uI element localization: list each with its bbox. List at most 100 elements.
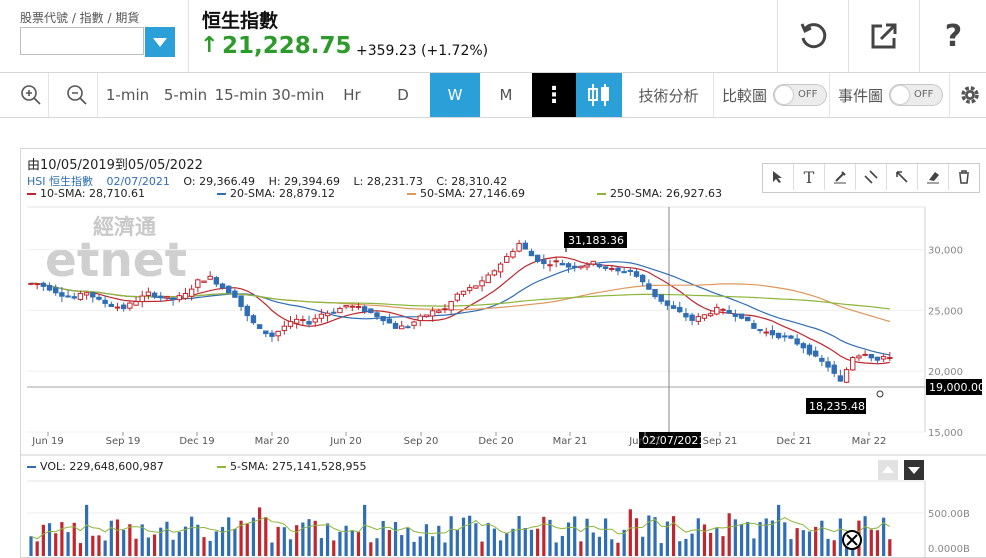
refresh-button[interactable]	[777, 0, 848, 72]
interval-month[interactable]: M	[499, 86, 513, 104]
candle-body	[300, 319, 306, 322]
volume-bar	[307, 519, 311, 556]
candle-body	[479, 280, 485, 287]
candle-body	[250, 315, 257, 324]
volume-bar	[264, 517, 268, 556]
interval-1min[interactable]: 1-min	[105, 86, 150, 104]
vol-legend-item: VOL: 229,648,600,987	[27, 460, 164, 473]
volume-bar	[375, 538, 379, 556]
candle-body	[133, 301, 139, 306]
open-new-window-button[interactable]	[848, 0, 919, 72]
volume-bar	[276, 526, 280, 556]
symbol-input[interactable]	[20, 27, 144, 55]
volume-bar	[47, 523, 52, 556]
candle-body	[559, 262, 566, 266]
eraser-icon	[927, 172, 939, 184]
sma250-legend: 250-SMA: 26,927.63	[597, 187, 722, 200]
volume-expand-button[interactable]	[878, 460, 898, 480]
volume-bar	[647, 515, 651, 556]
technical-analysis-button[interactable]: 技術分析	[624, 73, 714, 117]
volume-collapse-button[interactable]	[904, 460, 924, 480]
volume-bar	[523, 527, 527, 556]
x-tick-label: Mar 20	[255, 436, 290, 447]
event-chart-control[interactable]: 事件圖 OFF	[832, 73, 950, 117]
volume-bar	[128, 524, 132, 556]
text-tool[interactable]: T	[793, 164, 824, 190]
compare-chart-control[interactable]: 比較圖 OFF	[716, 73, 830, 117]
candle-body	[53, 287, 59, 294]
candle-body	[806, 344, 813, 355]
interval-15min[interactable]: 15-min	[214, 86, 268, 104]
volume-bar	[60, 522, 64, 556]
candle-body	[646, 283, 652, 290]
volume-bar	[820, 520, 824, 556]
readout-date: 02/07/2021	[106, 175, 170, 188]
interval-day[interactable]: D	[397, 86, 409, 104]
candle-body	[380, 315, 386, 322]
volume-bar	[313, 520, 317, 556]
candle-body	[794, 338, 800, 345]
zoom-in-button[interactable]	[13, 73, 49, 117]
volume-bar	[29, 536, 33, 556]
settings-button[interactable]	[954, 73, 986, 117]
candle-body	[819, 357, 825, 362]
volume-bar	[418, 536, 422, 556]
sma50-legend: 50-SMA: 27,146.69	[407, 187, 525, 200]
candle-body	[707, 313, 714, 317]
candle-body	[423, 314, 430, 318]
y-tick-label: 15,000	[928, 428, 963, 439]
candle-body	[689, 314, 695, 321]
interval-30min[interactable]: 30-min	[271, 86, 325, 104]
sma10-legend: 10-SMA: 28,710.61	[27, 187, 145, 200]
candle-body	[71, 296, 77, 299]
eraser-tool[interactable]	[917, 164, 948, 190]
volume-bar	[152, 534, 157, 556]
volume-bar	[301, 522, 305, 556]
candle-body	[263, 330, 269, 335]
candle-body	[491, 270, 498, 276]
volume-bar	[480, 541, 484, 556]
close-value: C: 28,310.42	[436, 175, 508, 188]
pen-tool[interactable]	[824, 164, 855, 190]
volume-bar	[554, 542, 558, 556]
candlestick-chart-button[interactable]	[576, 73, 622, 117]
interval-hour[interactable]: Hr	[343, 86, 361, 104]
refresh-icon	[800, 23, 827, 49]
zoom-out-button[interactable]	[56, 73, 98, 117]
help-icon: ?	[944, 18, 963, 54]
x-tick-label: Sep 21	[703, 436, 738, 447]
arrow-tool[interactable]	[886, 164, 917, 190]
volume-bar	[474, 523, 478, 556]
volume-bar	[566, 522, 571, 556]
volume-bar	[702, 524, 707, 556]
candle-body	[145, 291, 152, 296]
compare-toggle[interactable]: OFF	[773, 84, 828, 106]
candle-body	[738, 313, 745, 319]
chart-toolbar	[0, 73, 986, 118]
help-button[interactable]: ?	[919, 0, 986, 72]
close-circle-icon[interactable]	[842, 530, 862, 550]
more-menu-button[interactable]: ⋮	[532, 73, 576, 117]
interval-week[interactable]: W	[430, 73, 480, 117]
events-toggle[interactable]: OFF	[889, 84, 944, 106]
candle-body	[726, 309, 732, 314]
interval-5min[interactable]: 5-min	[163, 86, 208, 104]
volume-bar	[122, 529, 126, 556]
candle-body	[788, 335, 794, 339]
parallel-lines-tool[interactable]	[855, 164, 886, 190]
volume-bar	[214, 531, 218, 556]
volume-bar	[227, 517, 231, 556]
high-value: H: 29,394.69	[268, 175, 341, 188]
watermark-line1: 經濟通	[93, 215, 156, 239]
x-tick-label: Dec 19	[179, 436, 214, 447]
delete-drawings-tool[interactable]	[948, 164, 979, 190]
candle-body	[368, 308, 374, 314]
candle-body	[504, 255, 510, 263]
candle-body	[670, 305, 677, 309]
volume-bar	[97, 535, 101, 556]
cursor-tool[interactable]	[763, 164, 793, 190]
symbol-dropdown-button[interactable]	[145, 27, 175, 57]
candle-body	[553, 260, 559, 263]
candle-body	[349, 305, 355, 308]
